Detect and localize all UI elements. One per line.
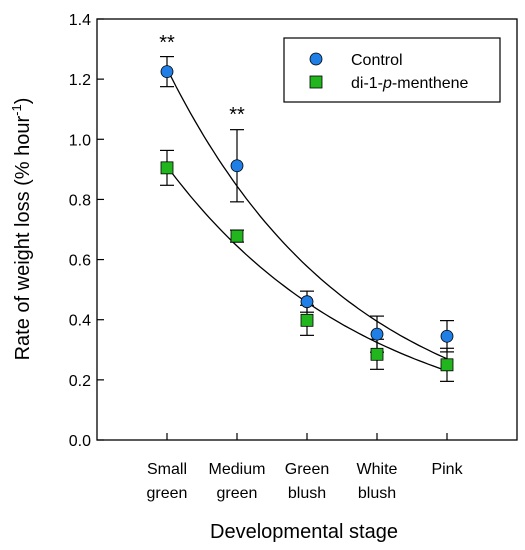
y-tick-label: 0.0 bbox=[69, 433, 91, 450]
legend-marker-menthene bbox=[309, 75, 323, 89]
data-point-menthene bbox=[300, 313, 314, 327]
error-bars bbox=[160, 55, 454, 382]
legend-box bbox=[283, 37, 501, 103]
data-markers bbox=[160, 65, 454, 372]
x-tick-label: White bbox=[357, 461, 398, 478]
y-tick-label: 0.6 bbox=[69, 253, 91, 270]
x-tick-label: green bbox=[147, 485, 188, 502]
legend: Control di-1-p-menthene bbox=[283, 37, 501, 103]
x-tick-label: Medium bbox=[209, 461, 266, 478]
y-axis-label: Rate of weight loss (% hour-1) bbox=[9, 98, 34, 361]
data-point-control bbox=[370, 327, 384, 341]
x-axis-label: Developmental stage bbox=[210, 521, 398, 543]
y-tick-label: 0.2 bbox=[69, 373, 91, 390]
legend-label-control: Control bbox=[351, 52, 403, 69]
y-axis: 0.0 0.2 0.4 0.6 0.8 1.0 1.2 1.4 bbox=[69, 12, 104, 450]
data-point-menthene bbox=[160, 161, 174, 175]
x-tick-label: blush bbox=[288, 485, 326, 502]
data-point-control bbox=[230, 159, 244, 173]
y-tick-label: 1.0 bbox=[69, 132, 91, 149]
y-tick-label: 1.2 bbox=[69, 72, 91, 89]
x-tick-label: Pink bbox=[431, 461, 463, 478]
x-tick-label: green bbox=[217, 485, 258, 502]
annotations: ** ** bbox=[159, 32, 245, 126]
data-point-control bbox=[160, 65, 174, 79]
significance-marker: ** bbox=[159, 32, 175, 54]
fit-curve bbox=[166, 68, 448, 360]
data-point-menthene bbox=[440, 358, 454, 372]
legend-marker-control bbox=[309, 52, 323, 66]
x-axis: Small green Medium green Green blush White blus… bbox=[147, 433, 464, 502]
x-tick-label: Small bbox=[147, 461, 187, 478]
y-tick-label: 1.4 bbox=[69, 12, 91, 29]
x-tick-label: blush bbox=[358, 485, 396, 502]
fit-curve bbox=[166, 165, 448, 372]
data-point-menthene bbox=[230, 229, 244, 243]
significance-marker: ** bbox=[229, 104, 245, 126]
data-point-menthene bbox=[370, 347, 384, 361]
data-point-control bbox=[440, 329, 454, 343]
data-point-control bbox=[300, 295, 314, 309]
y-tick-label: 0.4 bbox=[69, 313, 91, 330]
y-tick-label: 0.8 bbox=[69, 192, 91, 209]
x-tick-label: Green bbox=[285, 461, 329, 478]
legend-label-menthene: di-1-p-menthene bbox=[351, 75, 469, 92]
